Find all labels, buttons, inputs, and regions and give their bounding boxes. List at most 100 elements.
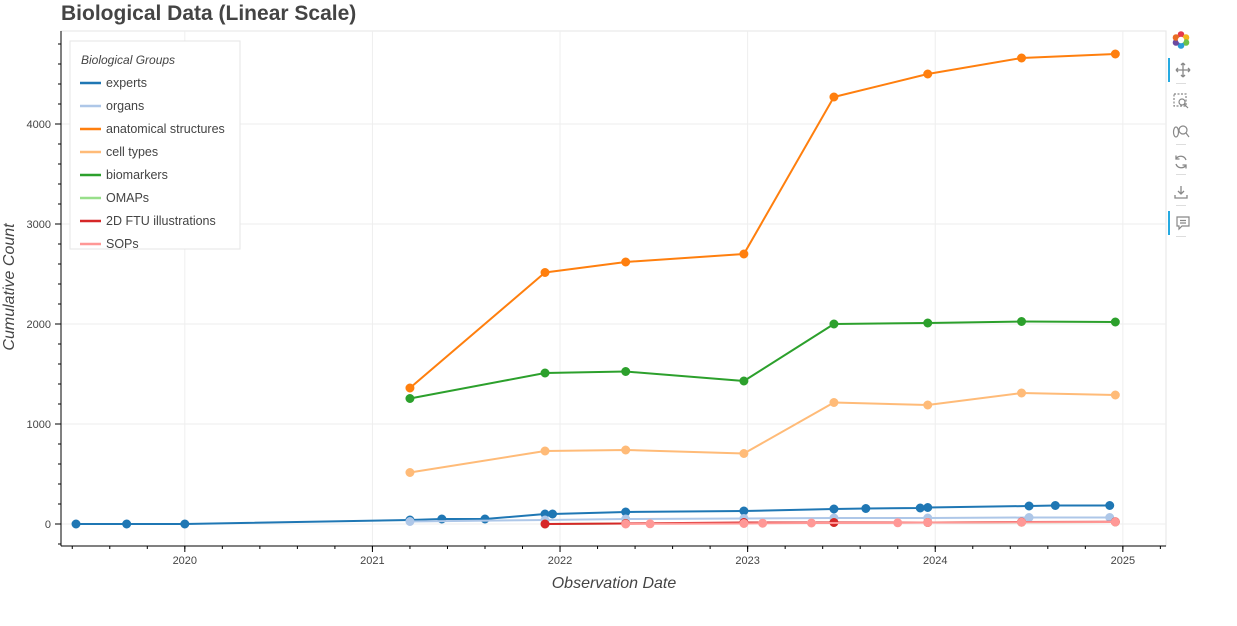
legend-item-label: organs bbox=[106, 99, 144, 113]
data-point bbox=[829, 504, 839, 514]
series-anatomical-structures bbox=[405, 49, 1120, 393]
data-point bbox=[1017, 388, 1027, 398]
legend-item-label: anatomical structures bbox=[106, 122, 225, 136]
data-point bbox=[645, 519, 655, 529]
x-tick-label: 2025 bbox=[1111, 555, 1135, 567]
y-tick-label: 2000 bbox=[27, 319, 51, 331]
toolbar-divider bbox=[1176, 174, 1186, 175]
data-point bbox=[1110, 517, 1120, 527]
legend-title: Biological Groups bbox=[81, 53, 175, 67]
data-point bbox=[915, 503, 925, 513]
x-tick-label: 2024 bbox=[923, 555, 947, 567]
data-point bbox=[739, 506, 749, 516]
data-point bbox=[540, 268, 550, 277]
pan-icon[interactable] bbox=[1168, 58, 1196, 82]
axes: 2020 2021 2022 2023 2024 2025 0 1000 2000 3000 400… bbox=[27, 31, 1166, 567]
legend-item-label: SOPs bbox=[106, 237, 139, 251]
data-point bbox=[829, 319, 839, 329]
data-point bbox=[122, 519, 132, 529]
data-point bbox=[923, 503, 933, 512]
x-tick-label: 2021 bbox=[360, 555, 384, 567]
data-point bbox=[1050, 501, 1060, 510]
data-point bbox=[923, 318, 933, 328]
data-point bbox=[621, 519, 631, 529]
data-point bbox=[1017, 517, 1027, 527]
chart-toolbar[interactable] bbox=[1166, 28, 1196, 243]
legend[interactable]: Biological Groups experts organs anatomical… bbox=[69, 40, 241, 251]
toolbar-divider bbox=[1176, 236, 1186, 237]
legend-item-label: OMAPs bbox=[106, 191, 149, 205]
bokeh-logo-icon[interactable] bbox=[1168, 28, 1194, 52]
data-point bbox=[480, 514, 490, 524]
wheel-zoom-icon[interactable] bbox=[1168, 119, 1194, 143]
data-point bbox=[405, 394, 415, 403]
data-point bbox=[829, 92, 839, 102]
data-point bbox=[621, 257, 631, 267]
data-point bbox=[1110, 317, 1120, 327]
data-point bbox=[405, 468, 415, 477]
reset-icon[interactable] bbox=[1168, 150, 1194, 174]
data-point bbox=[1110, 390, 1120, 400]
data-point bbox=[540, 368, 550, 378]
toolbar-divider bbox=[1176, 144, 1186, 145]
data-point bbox=[739, 376, 749, 386]
data-point bbox=[1110, 49, 1120, 59]
series-lines bbox=[71, 49, 1120, 529]
series-line bbox=[409, 516, 1110, 523]
chart-title: Biological Data (Linear Scale) bbox=[61, 2, 357, 25]
legend-item-label: 2D FTU illustrations bbox=[106, 214, 216, 228]
y-tick-label: 3000 bbox=[27, 219, 51, 231]
series-sops bbox=[621, 517, 1120, 529]
y-tick-label: 0 bbox=[45, 519, 51, 531]
data-point bbox=[1105, 501, 1115, 510]
box-zoom-icon[interactable] bbox=[1168, 89, 1194, 113]
hover-icon[interactable] bbox=[1168, 211, 1196, 235]
data-point bbox=[739, 249, 749, 259]
series-biomarkers bbox=[405, 317, 1120, 403]
data-point bbox=[621, 445, 631, 455]
series-experts bbox=[71, 501, 1115, 529]
data-point bbox=[806, 518, 816, 528]
legend-item-label: biomarkers bbox=[106, 168, 168, 182]
x-tick-label: 2023 bbox=[735, 555, 759, 567]
x-axis-label: Observation Date bbox=[552, 575, 677, 592]
toolbar-divider bbox=[1176, 205, 1186, 206]
data-point bbox=[861, 504, 871, 513]
data-point bbox=[1017, 317, 1027, 326]
data-point bbox=[829, 398, 839, 407]
series-line bbox=[409, 392, 1116, 474]
series-line bbox=[76, 504, 1110, 525]
data-point bbox=[758, 518, 768, 528]
data-point bbox=[405, 517, 415, 526]
legend-item-label: cell types bbox=[106, 145, 158, 159]
data-point bbox=[71, 519, 81, 529]
series-cell-types bbox=[405, 388, 1120, 477]
data-point bbox=[739, 519, 749, 528]
legend-box bbox=[69, 40, 241, 250]
y-axis-label: Cumulative Count bbox=[1, 223, 18, 351]
data-point bbox=[923, 400, 933, 410]
data-point bbox=[923, 69, 933, 79]
series-line bbox=[409, 53, 1116, 389]
data-point bbox=[621, 367, 631, 376]
y-tick-label: 4000 bbox=[27, 119, 51, 131]
save-icon[interactable] bbox=[1168, 180, 1194, 204]
grid-lines bbox=[60, 30, 1167, 547]
legend-item-label: experts bbox=[106, 76, 147, 90]
data-point bbox=[1024, 501, 1034, 511]
toolbar-divider bbox=[1176, 83, 1186, 84]
data-point bbox=[1024, 513, 1034, 522]
series-line bbox=[409, 320, 1116, 400]
data-point bbox=[893, 518, 903, 528]
data-point bbox=[1017, 53, 1027, 63]
data-point bbox=[540, 519, 550, 529]
data-point bbox=[540, 446, 550, 456]
x-tick-label: 2022 bbox=[548, 555, 572, 567]
data-point bbox=[405, 383, 415, 393]
data-point bbox=[923, 518, 933, 527]
y-tick-label: 1000 bbox=[27, 419, 51, 431]
data-point bbox=[739, 449, 749, 458]
data-point bbox=[180, 519, 190, 529]
data-point bbox=[548, 509, 558, 519]
